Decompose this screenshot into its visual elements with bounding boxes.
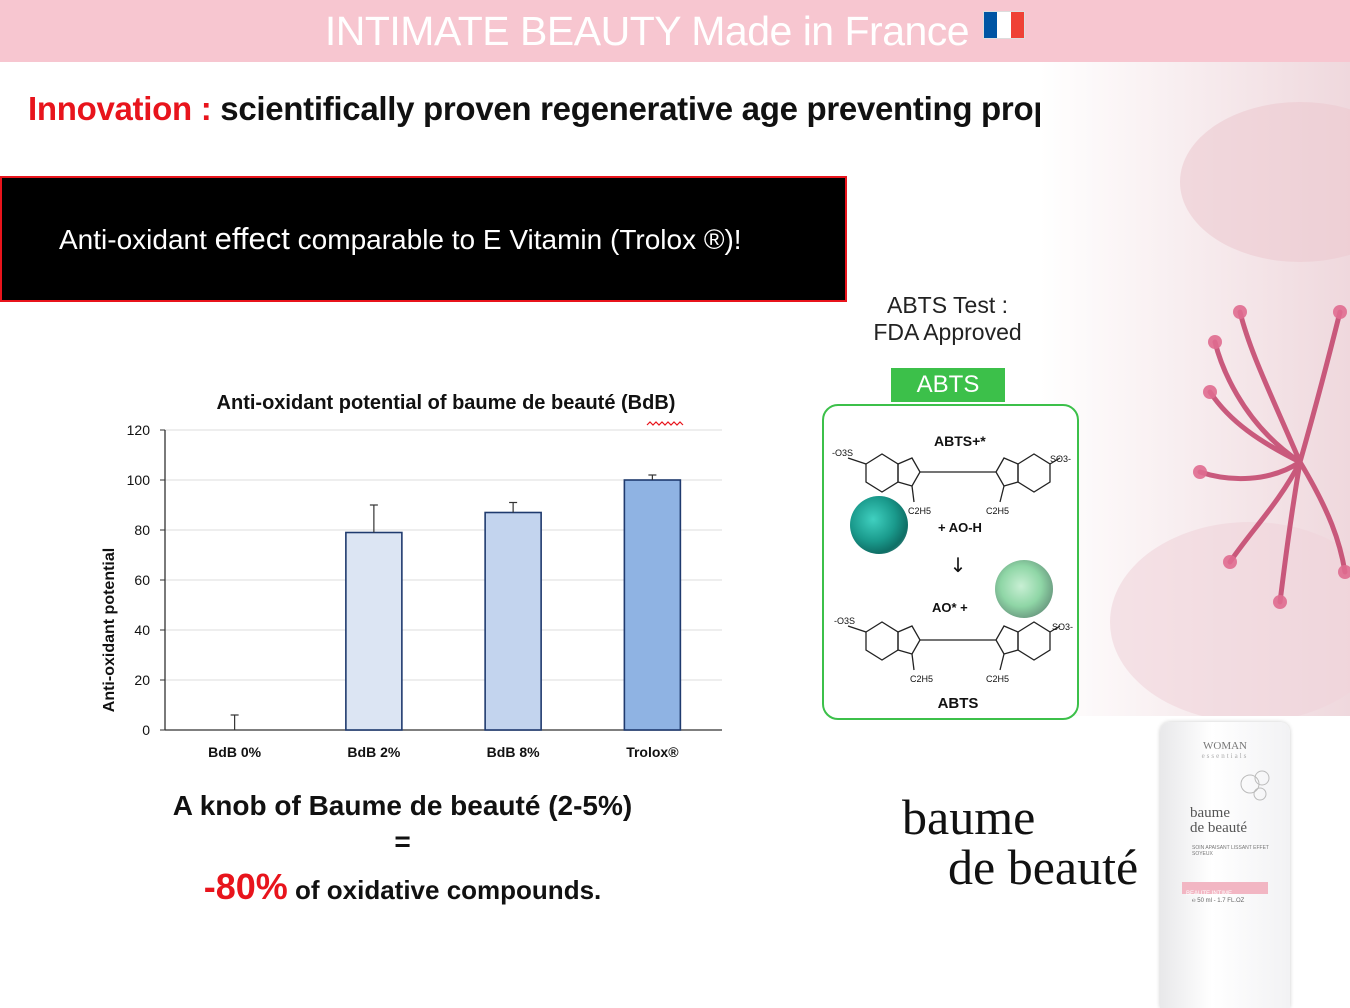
spellcheck-underline — [646, 421, 684, 426]
abts-reagent-label: + AO-H — [938, 520, 982, 535]
bar-3 — [484, 511, 542, 731]
brand-line1: baume — [902, 789, 1036, 845]
abts-substituent-bottom-left: C2H5 — [910, 674, 933, 684]
tube-brand: WOMAN — [1203, 740, 1247, 752]
abts-left-group-top: -O3S — [832, 448, 853, 458]
reaction-arrow-icon: ↓ — [950, 553, 967, 577]
abts-product-label: AO* + — [932, 600, 968, 615]
abts-right-group-bottom: SO3- — [1052, 622, 1073, 632]
claim-text: Anti-oxidant effect comparable to E Vita… — [59, 221, 742, 257]
claim-part1: Anti-oxidant — [59, 224, 215, 255]
abts-radical-label: ABTS+* — [934, 433, 986, 449]
brand-wordmark: baume de beauté — [902, 792, 1138, 892]
product-tube-image: WOMAN essentials baume de beauté SOIN APA… — [1160, 722, 1290, 1008]
y-tick-label: 0 — [142, 722, 150, 738]
abts-right-group-top: SO3- — [1050, 454, 1071, 464]
tube-description: SOIN APAISANT LISSANT EFFET SOYEUX — [1192, 845, 1269, 857]
x-tick-label: BdB 2% — [347, 744, 400, 760]
summary-result: -80% of oxidative compounds. — [90, 866, 715, 908]
x-tick-label: BdB 0% — [208, 744, 261, 760]
abts-substituent-top-left: C2H5 — [908, 506, 931, 516]
abts-badge: ABTS — [891, 368, 1005, 402]
tube-name-line2: de beauté — [1190, 820, 1248, 836]
y-tick-label: 40 — [134, 622, 150, 638]
claim-part3: comparable to E Vitamin (Trolox ®)! — [289, 224, 742, 255]
abts-substituent-top-right: C2H5 — [986, 506, 1009, 516]
abts-reaction-diagram: ABTS+* -O3S SO3- C2H5 C2H5 + AO-H ↓ AO* … — [822, 404, 1079, 720]
flower-illustration — [1110, 102, 1350, 722]
brand-line2: de beauté — [948, 839, 1139, 895]
abts-left-group-bottom: -O3S — [834, 616, 855, 626]
anti-oxidant-bar-chart: Anti-oxidant potential of baume de beaut… — [101, 392, 722, 760]
claim-emphasis: effect — [214, 221, 290, 256]
abts-test-line2: FDA Approved — [873, 319, 1022, 345]
summary-percentage: -80% — [203, 866, 288, 907]
tube-name-line1: baume — [1190, 805, 1230, 821]
bar-4 — [623, 479, 682, 731]
tube-product-name: baume de beauté — [1190, 806, 1247, 836]
abts-radical-molecule — [847, 453, 1061, 503]
france-flag-icon — [983, 11, 1026, 39]
abts-substituent-bottom-right: C2H5 — [986, 674, 1009, 684]
chart-title: Anti-oxidant potential of baume de beaut… — [217, 392, 676, 414]
abts-reaction-scheme: ABTS+* -O3S SO3- C2H5 C2H5 + AO-H ↓ AO* … — [832, 433, 1073, 712]
y-tick-label: 80 — [134, 522, 150, 538]
y-tick-label: 120 — [127, 422, 151, 438]
y-tick-label: 100 — [127, 472, 151, 488]
teal-solution-bead-image — [850, 496, 908, 554]
y-axis-label: Anti-oxidant potential — [101, 548, 118, 712]
y-tick-label: 60 — [134, 572, 150, 588]
flower-background — [1040, 62, 1350, 722]
bar-2 — [345, 531, 403, 731]
abts-final-label: ABTS — [938, 695, 979, 712]
tube-volume: ℮ 50 ml - 1.7 FL.OZ — [1192, 898, 1245, 904]
tube-band-label: BEAUTE INTIME — [1186, 891, 1233, 897]
summary-line1: A knob of Baume de beauté (2-5%) — [172, 790, 633, 821]
headline: Innovation : scientifically proven regen… — [28, 90, 1149, 128]
abts-molecule — [847, 621, 1061, 671]
header-banner: INTIMATE BEAUTY Made in France — [0, 0, 1350, 62]
abts-test-line1: ABTS Test : — [886, 292, 1008, 318]
tube-pink-band: BEAUTE INTIME — [1182, 882, 1268, 897]
claim-banner: Anti-oxidant effect comparable to E Vita… — [0, 176, 847, 302]
abts-test-caption: ABTS Test : FDA Approved — [860, 292, 1035, 346]
x-tick-label: BdB 8% — [487, 744, 540, 760]
summary-equals: = — [394, 826, 411, 857]
header-title: INTIMATE BEAUTY Made in France — [324, 7, 970, 54]
clear-solution-bead-image — [995, 560, 1053, 618]
summary-line3: of oxidative compounds. — [287, 875, 602, 905]
y-tick-label: 20 — [134, 672, 150, 688]
headline-text: scientifically proven regenerative age p… — [220, 90, 1149, 127]
x-tick-label: Trolox® — [626, 744, 679, 760]
headline-accent: Innovation : — [28, 90, 212, 127]
tube-subbrand: essentials — [1201, 752, 1249, 760]
orchid-icon — [1240, 770, 1270, 801]
